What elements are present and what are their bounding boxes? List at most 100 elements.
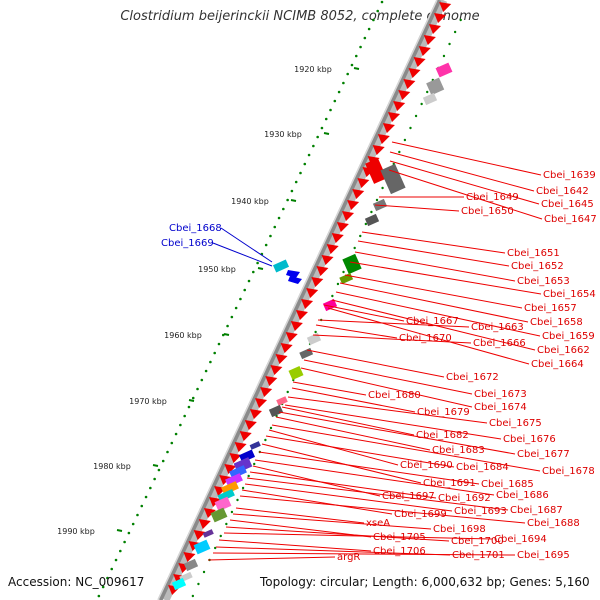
- gc-dot: [273, 225, 277, 229]
- feature-block: [210, 507, 228, 523]
- forward-gene-arrow: [428, 24, 441, 34]
- gene-label: Cbei_1642: [536, 186, 589, 197]
- label-leader-line: [271, 424, 541, 472]
- label-leader-line: [344, 274, 523, 309]
- gc-dot: [320, 126, 324, 130]
- gc-dot: [275, 414, 278, 418]
- gc-dot: [303, 162, 307, 166]
- gc-dot: [236, 498, 239, 502]
- gc-dot: [359, 234, 362, 238]
- gc-dot: [161, 459, 165, 463]
- gene-label: Cbei_1670: [399, 333, 452, 344]
- gc-dot: [286, 198, 289, 202]
- forward-gene-arrow: [239, 431, 252, 441]
- feature-block: [202, 529, 214, 538]
- gc-dot: [256, 261, 259, 265]
- label-leader-line: [254, 459, 495, 496]
- gc-dot: [187, 405, 191, 409]
- kbp-tick-mark: [257, 267, 264, 270]
- gene-label: Cbei_1695: [517, 550, 570, 561]
- gc-dot: [213, 546, 217, 550]
- gc-dot: [286, 390, 289, 394]
- forward-gene-arrow: [265, 376, 278, 386]
- gc-dot: [342, 270, 345, 274]
- label-leader-line: [354, 251, 516, 282]
- label-leader-line: [249, 471, 437, 499]
- gc-dot: [191, 396, 195, 400]
- feature-block: [276, 396, 288, 406]
- gc-dot: [316, 135, 319, 139]
- gc-dot: [420, 102, 423, 106]
- gc-dot: [312, 144, 315, 148]
- gc-dot: [337, 90, 341, 94]
- forward-gene-arrow: [270, 365, 283, 375]
- forward-gene-arrow: [372, 145, 385, 155]
- label-leader-line: [388, 169, 543, 220]
- gene-label: Cbei_1650: [461, 206, 514, 217]
- forward-gene-arrow: [408, 68, 421, 78]
- kbp-tick-mark: [353, 67, 360, 70]
- genome-backbone: [157, 0, 442, 600]
- label-leader-line: [278, 411, 516, 455]
- gene-labels: Cbei_1639 Cbei_1642 Cbei_1645 Cbei_1647 Cbei…: [161, 170, 597, 563]
- gene-label: Cbei_1688: [527, 518, 580, 529]
- gc-dot: [403, 138, 407, 142]
- gene-label: Cbei_1676: [503, 434, 556, 445]
- gene-label: Cbei_1649: [466, 192, 519, 203]
- label-leader-line: [239, 495, 526, 524]
- forward-gene-arrow: [229, 453, 242, 463]
- gene-label: Cbei_1701: [452, 550, 505, 561]
- gene-label: Cbei_1669: [161, 238, 214, 249]
- label-leader-line: [317, 319, 470, 328]
- accession-label: Accession: NC_009617: [8, 575, 145, 589]
- kbp-tick-label: 1970 kbp: [129, 397, 167, 406]
- forward-gene-arrow: [413, 57, 426, 67]
- gc-dot: [442, 54, 446, 58]
- kbp-tick-mark: [152, 464, 159, 467]
- gc-dot: [269, 234, 272, 238]
- gc-dot: [398, 150, 401, 154]
- label-leader-line: [225, 526, 450, 542]
- label-leader-line: [207, 556, 336, 561]
- gc-dot: [294, 180, 298, 184]
- forward-gene-arrow: [244, 420, 257, 430]
- gc-dot: [202, 570, 206, 574]
- feature-block: [342, 253, 362, 275]
- gene-label: Cbei_1659: [542, 331, 595, 342]
- gc-dot: [200, 378, 204, 382]
- forward-gene-arrow: [388, 112, 401, 122]
- gc-dot: [414, 114, 418, 118]
- gc-dot: [409, 126, 412, 130]
- gc-dot: [170, 441, 174, 445]
- label-leader-line: [215, 546, 451, 556]
- gc-dot: [247, 279, 251, 283]
- gc-dot: [367, 27, 371, 31]
- gc-dot: [370, 210, 373, 214]
- feature-block: [272, 259, 290, 273]
- gene-label: Cbei_1667: [406, 316, 459, 327]
- gc-dot: [239, 297, 242, 301]
- gc-dot: [426, 90, 429, 94]
- gc-dot: [219, 534, 222, 538]
- gc-dot: [196, 387, 199, 391]
- kbp-tick-label: 1980 kbp: [93, 462, 131, 471]
- gc-dot: [209, 360, 212, 364]
- genome-summary: Topology: circular; Length: 6,000,632 bp…: [260, 575, 590, 589]
- label-leader-line: [389, 151, 535, 192]
- gene-label: Cbei_1657: [524, 303, 577, 314]
- feature-block: [299, 347, 314, 360]
- gc-dot: [253, 462, 256, 466]
- label-leader-line: [218, 539, 372, 552]
- gc-dot: [101, 585, 105, 589]
- forward-gene-arrow: [352, 189, 365, 199]
- kbp-tick-label: 1930 kbp: [264, 130, 302, 139]
- gc-dot: [459, 18, 462, 22]
- gc-dot: [221, 333, 225, 337]
- forward-gene-arrow: [209, 497, 222, 507]
- gc-dot: [329, 108, 332, 112]
- gc-dot: [110, 567, 114, 571]
- gene-label: Cbei_1654: [543, 289, 596, 300]
- gc-dot: [234, 306, 238, 310]
